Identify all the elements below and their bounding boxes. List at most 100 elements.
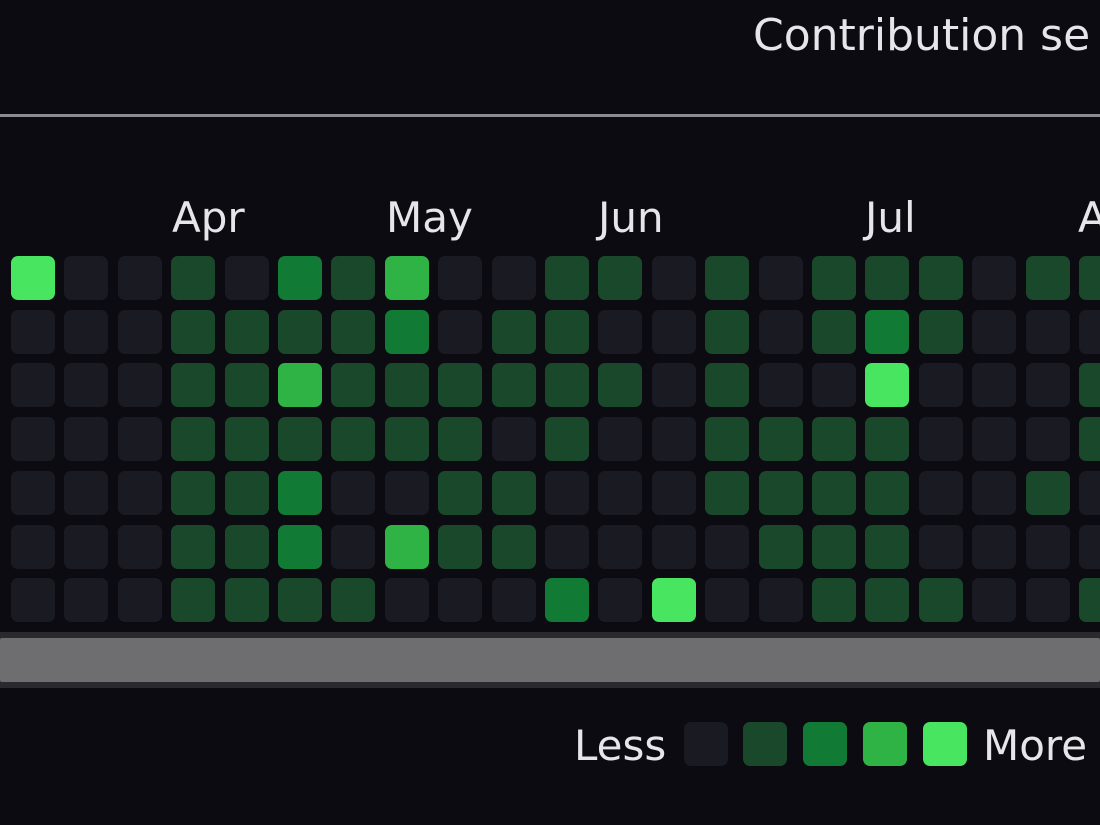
contribution-day-cell[interactable] <box>705 256 749 300</box>
contribution-day-cell[interactable] <box>331 363 375 407</box>
contribution-day-cell[interactable] <box>812 578 856 622</box>
contribution-day-cell[interactable] <box>225 417 269 461</box>
contribution-day-cell[interactable] <box>438 363 482 407</box>
contribution-day-cell[interactable] <box>64 363 108 407</box>
contribution-day-cell[interactable] <box>865 310 909 354</box>
contribution-day-cell[interactable] <box>331 256 375 300</box>
contribution-day-cell[interactable] <box>492 578 536 622</box>
contribution-day-cell[interactable] <box>759 471 803 515</box>
contribution-day-cell[interactable] <box>652 363 696 407</box>
contribution-day-cell[interactable] <box>759 417 803 461</box>
contribution-day-cell[interactable] <box>438 578 482 622</box>
contribution-day-cell[interactable] <box>225 471 269 515</box>
contribution-day-cell[interactable] <box>385 471 429 515</box>
contribution-day-cell[interactable] <box>865 256 909 300</box>
contribution-day-cell[interactable] <box>919 471 963 515</box>
contribution-day-cell[interactable] <box>278 363 322 407</box>
contribution-day-cell[interactable] <box>171 578 215 622</box>
contribution-day-cell[interactable] <box>972 525 1016 569</box>
contribution-day-cell[interactable] <box>278 525 322 569</box>
contribution-day-cell[interactable] <box>759 578 803 622</box>
contribution-day-cell[interactable] <box>171 417 215 461</box>
contribution-day-cell[interactable] <box>972 310 1016 354</box>
contribution-day-cell[interactable] <box>171 363 215 407</box>
contribution-day-cell[interactable] <box>118 310 162 354</box>
contribution-day-cell[interactable] <box>972 471 1016 515</box>
contribution-day-cell[interactable] <box>11 471 55 515</box>
contribution-day-cell[interactable] <box>652 578 696 622</box>
contribution-day-cell[interactable] <box>438 256 482 300</box>
contribution-day-cell[interactable] <box>225 256 269 300</box>
contribution-day-cell[interactable] <box>492 363 536 407</box>
contribution-day-cell[interactable] <box>705 417 749 461</box>
contribution-day-cell[interactable] <box>385 256 429 300</box>
contribution-day-cell[interactable] <box>812 310 856 354</box>
contribution-day-cell[interactable] <box>492 525 536 569</box>
contribution-day-cell[interactable] <box>438 310 482 354</box>
contribution-day-cell[interactable] <box>598 578 642 622</box>
contribution-day-cell[interactable] <box>492 256 536 300</box>
contribution-day-cell[interactable] <box>812 256 856 300</box>
contribution-day-cell[interactable] <box>812 525 856 569</box>
contribution-day-cell[interactable] <box>652 471 696 515</box>
contribution-day-cell[interactable] <box>759 310 803 354</box>
contribution-day-cell[interactable] <box>492 471 536 515</box>
contribution-day-cell[interactable] <box>385 525 429 569</box>
contribution-day-cell[interactable] <box>438 471 482 515</box>
contribution-day-cell[interactable] <box>278 256 322 300</box>
contribution-day-cell[interactable] <box>972 256 1016 300</box>
contribution-day-cell[interactable] <box>11 417 55 461</box>
contribution-day-cell[interactable] <box>11 525 55 569</box>
horizontal-scrollbar[interactable] <box>0 632 1100 688</box>
contribution-day-cell[interactable] <box>1079 363 1100 407</box>
contribution-day-cell[interactable] <box>652 525 696 569</box>
contribution-day-cell[interactable] <box>278 471 322 515</box>
contribution-day-cell[interactable] <box>225 310 269 354</box>
contribution-day-cell[interactable] <box>545 310 589 354</box>
contribution-day-cell[interactable] <box>545 256 589 300</box>
contribution-day-cell[interactable] <box>492 417 536 461</box>
contribution-day-cell[interactable] <box>759 363 803 407</box>
contribution-day-cell[interactable] <box>1079 417 1100 461</box>
contribution-day-cell[interactable] <box>919 256 963 300</box>
contribution-day-cell[interactable] <box>759 256 803 300</box>
contribution-day-cell[interactable] <box>1079 310 1100 354</box>
contribution-day-cell[interactable] <box>812 363 856 407</box>
contribution-day-cell[interactable] <box>331 525 375 569</box>
contribution-day-cell[interactable] <box>1079 471 1100 515</box>
contribution-day-cell[interactable] <box>11 256 55 300</box>
contribution-day-cell[interactable] <box>11 578 55 622</box>
contribution-day-cell[interactable] <box>1026 525 1070 569</box>
contribution-day-cell[interactable] <box>545 525 589 569</box>
contribution-day-cell[interactable] <box>118 417 162 461</box>
contribution-day-cell[interactable] <box>331 417 375 461</box>
contribution-day-cell[interactable] <box>1026 471 1070 515</box>
contribution-day-cell[interactable] <box>865 471 909 515</box>
contribution-day-cell[interactable] <box>225 525 269 569</box>
contribution-day-cell[interactable] <box>865 417 909 461</box>
contribution-day-cell[interactable] <box>171 471 215 515</box>
contribution-day-cell[interactable] <box>598 525 642 569</box>
contribution-day-cell[interactable] <box>64 256 108 300</box>
contribution-day-cell[interactable] <box>385 310 429 354</box>
contribution-day-cell[interactable] <box>919 310 963 354</box>
contribution-day-cell[interactable] <box>919 363 963 407</box>
contribution-day-cell[interactable] <box>64 525 108 569</box>
contribution-day-cell[interactable] <box>118 525 162 569</box>
contribution-day-cell[interactable] <box>171 256 215 300</box>
contribution-day-cell[interactable] <box>919 578 963 622</box>
contribution-day-cell[interactable] <box>1026 310 1070 354</box>
contribution-day-cell[interactable] <box>278 310 322 354</box>
contribution-day-cell[interactable] <box>438 417 482 461</box>
contribution-day-cell[interactable] <box>11 363 55 407</box>
contribution-day-cell[interactable] <box>545 578 589 622</box>
contribution-day-cell[interactable] <box>1026 256 1070 300</box>
contribution-day-cell[interactable] <box>225 363 269 407</box>
contribution-day-cell[interactable] <box>652 256 696 300</box>
contribution-day-cell[interactable] <box>171 525 215 569</box>
contribution-settings-link[interactable]: Contribution se <box>753 10 1091 61</box>
contribution-day-cell[interactable] <box>1026 417 1070 461</box>
contribution-day-cell[interactable] <box>919 525 963 569</box>
contribution-day-cell[interactable] <box>865 363 909 407</box>
contribution-day-cell[interactable] <box>545 417 589 461</box>
